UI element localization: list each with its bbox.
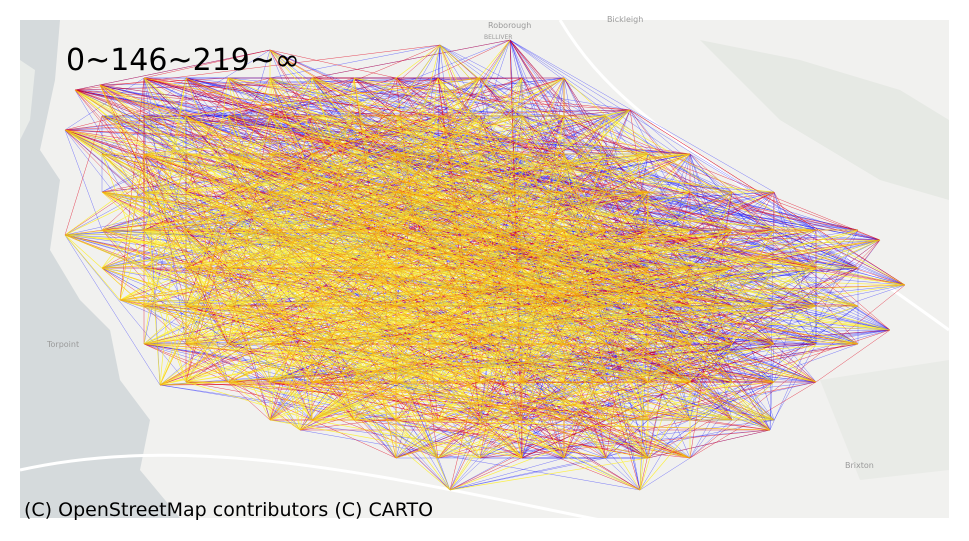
attribution: (C) OpenStreetMap contributors (C) CARTO [24, 499, 433, 521]
road [19, 453, 601, 522]
land-patch [20, 60, 35, 140]
map-label: BELLIVER [484, 34, 512, 41]
network [64, 39, 906, 491]
legend-text: 0~146~219~∞ [66, 43, 300, 78]
map-label: Roborough [488, 21, 531, 30]
map-label: Torpoint [46, 340, 79, 349]
map-label: Bickleigh [607, 15, 643, 24]
network-edges [64, 39, 906, 491]
park [820, 360, 949, 480]
park [700, 40, 949, 200]
water [20, 20, 180, 518]
road [558, 19, 950, 332]
map-label: Brixton [845, 461, 874, 470]
